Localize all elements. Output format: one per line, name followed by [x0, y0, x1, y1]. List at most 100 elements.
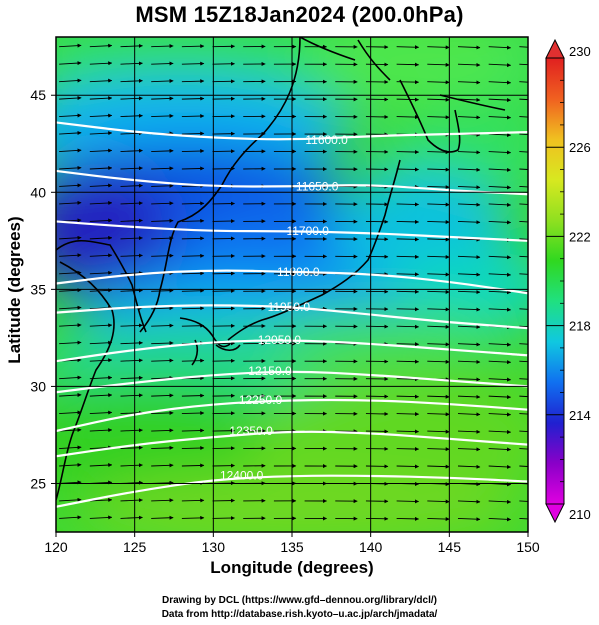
wind-arrow — [120, 463, 143, 468]
wind-arrow — [457, 185, 481, 190]
wind-arrow — [488, 63, 512, 68]
wind-arrow — [457, 62, 481, 67]
wind-arrow — [488, 464, 512, 469]
wind-arrow — [396, 412, 420, 417]
colorbar-tick-label: 222 — [569, 229, 591, 244]
wind-arrow — [488, 167, 512, 172]
wind-arrow — [89, 463, 113, 468]
wind-arrow — [519, 413, 528, 415]
wind-arrow — [457, 394, 481, 399]
wind-arrow — [427, 307, 450, 312]
wind-arrow — [120, 218, 143, 223]
y-tick-label: 40 — [30, 184, 46, 200]
wind-arrow — [427, 289, 450, 294]
wind-arrow — [181, 114, 205, 119]
axes: 120 125 130 135 140 145 150 25 30 35 40 45 — [30, 87, 539, 555]
wind-arrow — [89, 78, 113, 83]
wind-arrow — [519, 378, 528, 380]
wind-arrow — [120, 43, 143, 48]
wind-arrow — [59, 78, 82, 83]
wind-arrow — [519, 430, 528, 433]
wind-arrow — [457, 272, 481, 277]
wind-arrow — [59, 340, 82, 345]
wind-arrow — [427, 97, 450, 102]
x-tick-label: 145 — [438, 539, 462, 555]
wind-arrow — [457, 80, 481, 85]
wind-arrow — [59, 235, 82, 240]
wind-arrow — [59, 515, 82, 520]
wind-arrow — [181, 498, 205, 503]
wind-arrow — [59, 462, 82, 467]
wind-arrow — [151, 515, 174, 520]
wind-arrow — [151, 323, 174, 328]
wind-arrow — [427, 185, 450, 190]
wind-arrow — [396, 464, 420, 469]
wind-arrow — [427, 342, 450, 347]
contour-label: 11700.0 — [286, 224, 329, 238]
wind-arrow — [427, 359, 450, 364]
wind-arrow — [519, 81, 528, 83]
wind-arrow — [427, 517, 450, 522]
wind-arrow — [59, 497, 82, 502]
x-axis-label: Longitude (degrees) — [210, 558, 374, 577]
wind-arrow — [89, 253, 113, 258]
wind-arrow — [396, 45, 420, 50]
wind-arrow — [427, 115, 450, 120]
y-axis-label: Latitude (degrees) — [5, 216, 24, 364]
wind-arrow — [120, 445, 143, 450]
wind-arrow — [488, 202, 512, 207]
coastlines — [56, 37, 506, 501]
wind-arrow — [89, 200, 113, 206]
wind-arrow — [181, 358, 205, 363]
wind-arrow — [151, 358, 174, 363]
wind-arrow — [151, 183, 174, 188]
wind-arrow — [181, 131, 205, 136]
wind-arrow — [151, 113, 174, 118]
wind-arrow — [59, 43, 82, 48]
credit-data: Data from http://database.rish.kyoto–u.a… — [161, 609, 438, 620]
wind-arrow — [457, 359, 481, 364]
wind-arrow — [427, 272, 450, 277]
wind-arrow — [519, 517, 528, 520]
wind-arrow — [120, 498, 143, 503]
wind-arrow — [427, 412, 450, 417]
wind-arrow — [457, 429, 481, 434]
wind-arrow — [120, 131, 143, 136]
wind-arrow — [120, 375, 143, 380]
wind-arrow — [151, 166, 174, 171]
wind-arrow — [89, 375, 113, 380]
wind-arrow — [488, 98, 512, 103]
wind-arrow — [488, 220, 512, 225]
wind-arrow — [181, 148, 205, 154]
wind-arrow — [488, 517, 512, 522]
wind-arrow — [89, 270, 113, 275]
height-contours: 11600.0 11650.0 11700.0 11800.0 11950.0 12050… — [56, 121, 528, 508]
wind-arrow — [488, 185, 512, 190]
wind-arrow — [59, 393, 82, 398]
wind-arrow — [59, 148, 82, 153]
wind-arrow — [59, 427, 82, 432]
wind-arrow — [181, 515, 205, 520]
wind-arrow — [151, 306, 174, 311]
colorbar-tick-label: 230 — [569, 44, 591, 59]
wind-arrow — [488, 377, 512, 382]
wind-arrow — [181, 61, 205, 66]
grid-lines — [56, 37, 528, 532]
colorbar-tick-label: 218 — [569, 319, 591, 334]
wind-arrow — [181, 393, 205, 398]
wind-arrow — [89, 148, 113, 153]
wind-arrow — [519, 343, 528, 345]
wind-arrow — [396, 289, 420, 294]
wind-arrow — [120, 166, 143, 171]
wind-arrow — [457, 447, 481, 452]
wind-arrow — [519, 186, 528, 188]
wind-arrow — [396, 80, 420, 85]
wind-arrow — [59, 165, 82, 170]
wind-arrow — [151, 341, 174, 346]
wind-arrow — [457, 97, 481, 102]
wind-arrow — [488, 307, 512, 312]
wind-arrow — [89, 323, 113, 328]
chart-title: MSM 15Z18Jan2024 (200.0hPa) — [135, 2, 464, 27]
wind-arrow — [59, 253, 82, 258]
wind-arrow — [396, 219, 420, 224]
